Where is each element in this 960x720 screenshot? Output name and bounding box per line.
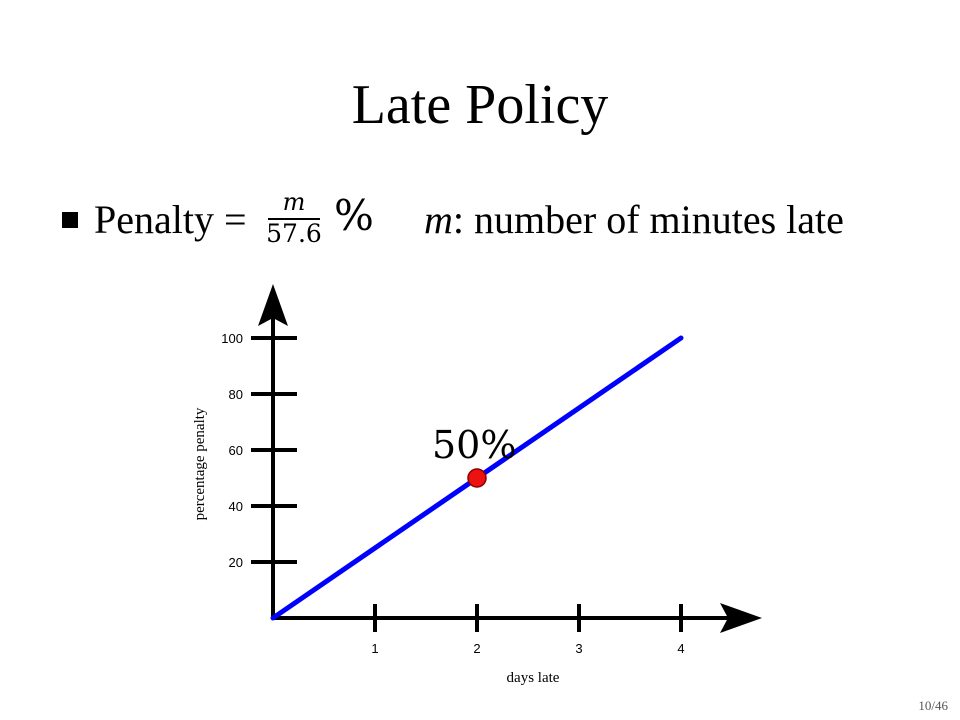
penalty-fraction: m 57.6 xyxy=(266,188,326,248)
penalty-label: Penalty = xyxy=(94,197,247,242)
y-tick-label: 40 xyxy=(229,499,243,514)
x-tick-label: 1 xyxy=(371,641,378,656)
x-tick-label: 3 xyxy=(575,641,582,656)
y-axis-arrow-icon xyxy=(258,284,288,326)
fraction-numerator: m xyxy=(282,188,306,216)
highlight-label: 50% xyxy=(432,423,516,467)
x-axis-label: days late xyxy=(507,670,560,686)
fraction-denominator: 57.6 xyxy=(266,219,322,248)
fraction-bar xyxy=(268,218,320,220)
bullet-square-icon xyxy=(62,212,78,228)
x-axis-arrow-icon xyxy=(720,603,762,633)
y-axis-label: percentage penalty xyxy=(192,407,208,520)
y-tick-label: 100 xyxy=(221,331,243,346)
y-tick-label: 60 xyxy=(229,443,243,458)
slide-title: Late Policy xyxy=(351,74,609,136)
variable-definition: m: number of minutes late xyxy=(424,196,844,244)
penalty-bullet: Penalty = m 57.6 % m: number of minutes … xyxy=(58,188,938,250)
highlight-point xyxy=(467,468,487,488)
definition-text: : number of minutes late xyxy=(452,197,844,242)
x-tick-label: 4 xyxy=(677,641,684,656)
percent-symbol: % xyxy=(334,191,374,240)
y-tick-label: 20 xyxy=(229,555,243,570)
definition-variable: m xyxy=(424,197,453,242)
x-tick-label: 2 xyxy=(473,641,480,656)
y-tick-label: 80 xyxy=(229,387,243,402)
page-number: 10/46 xyxy=(918,698,948,713)
